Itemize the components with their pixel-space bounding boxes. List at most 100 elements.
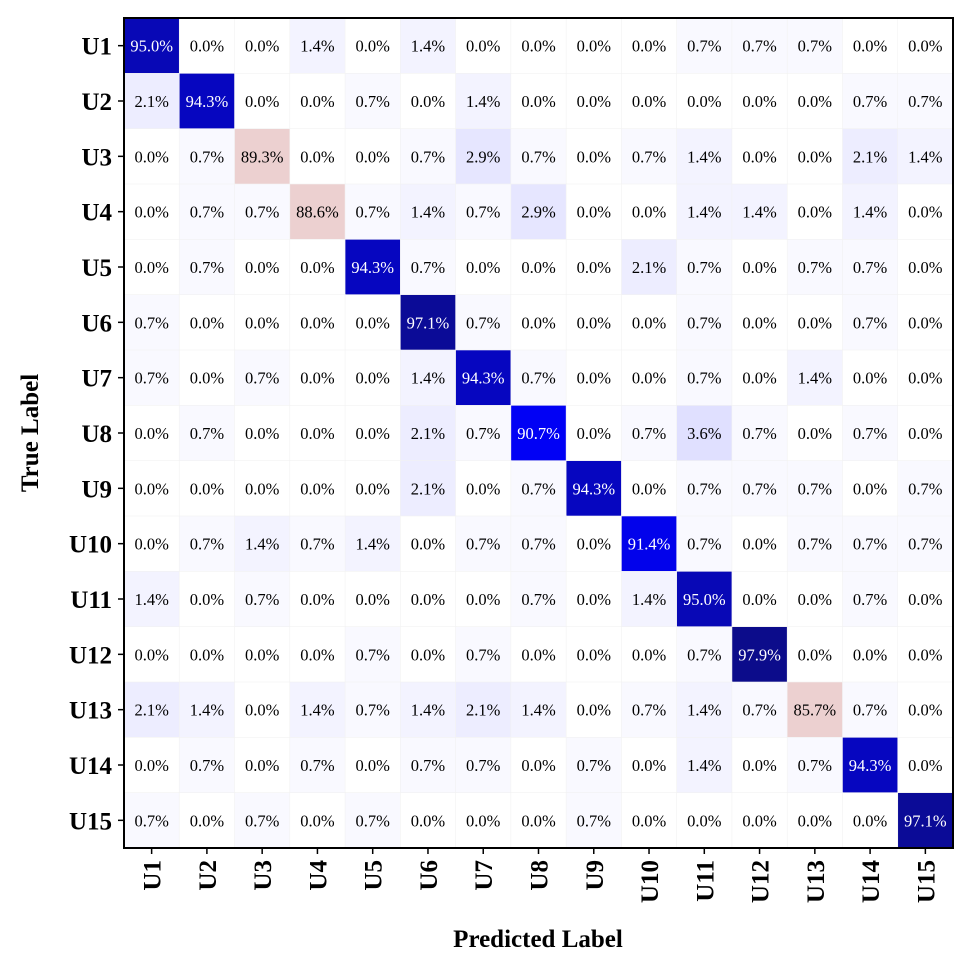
cell-value-label: 0.7%: [632, 424, 667, 443]
heatmap-cell: [676, 792, 733, 849]
cell-value-label: 0.7%: [521, 590, 556, 609]
cell-value-label: 0.0%: [190, 811, 225, 830]
x-tick-label: U10: [637, 860, 664, 903]
heatmap-cell: [510, 239, 567, 296]
cell-value-label: 0.7%: [521, 479, 556, 498]
cell-value-label: 0.7%: [798, 258, 833, 277]
heatmap-cell: [842, 73, 899, 130]
cell-value-label: 0.7%: [687, 479, 722, 498]
heatmap-cell: [178, 681, 236, 739]
cell-value-label: 94.3%: [849, 756, 892, 775]
y-tick-label: U2: [81, 89, 112, 116]
cell-value-label: 0.0%: [742, 147, 777, 166]
cell-value-label: 0.7%: [632, 701, 667, 720]
cell-value-label: 0.0%: [798, 590, 833, 609]
y-tick-label: U9: [81, 476, 112, 503]
heatmap-cell: [731, 792, 789, 849]
heatmap-cell: [565, 183, 623, 241]
cell-value-label: 0.0%: [245, 258, 280, 277]
heatmap-cell: [344, 17, 402, 75]
x-tick-label: U11: [692, 860, 719, 902]
cell-value-label: 0.0%: [300, 590, 335, 609]
cell-value-label: 0.0%: [632, 479, 667, 498]
y-tick-label: U10: [69, 532, 112, 559]
cell-value-label: 0.7%: [356, 645, 391, 664]
cell-value-label: 0.7%: [245, 369, 280, 388]
cell-value-label: 0.0%: [908, 756, 943, 775]
cell-value-label: 0.0%: [356, 479, 391, 498]
cell-value-label: 0.0%: [853, 479, 888, 498]
cell-value-label: 1.4%: [190, 701, 225, 720]
heatmap-cell: [897, 460, 954, 517]
cell-value-label: 0.7%: [300, 756, 335, 775]
heatmap-cell: [621, 17, 678, 75]
cell-value-label: 0.0%: [466, 37, 501, 56]
cell-value-label: 0.7%: [853, 92, 888, 111]
heatmap-cell: [786, 128, 844, 185]
heatmap-cell: [565, 737, 623, 794]
heatmap-cell: [897, 239, 954, 296]
x-tick-label: U9: [582, 860, 609, 891]
cell-value-label: 2.9%: [521, 203, 556, 222]
heatmap-cell: [621, 571, 678, 628]
cell-value-label: 0.0%: [245, 313, 280, 332]
cell-value-label: 0.7%: [245, 590, 280, 609]
cell-value-label: 0.0%: [134, 756, 169, 775]
cell-value-label: 85.7%: [794, 701, 837, 720]
cell-value-label: 88.6%: [296, 203, 339, 222]
cell-value-label: 0.0%: [411, 811, 446, 830]
cell-value-label: 1.4%: [798, 369, 833, 388]
cell-value-label: 0.7%: [908, 535, 943, 554]
heatmap-cell: [510, 681, 567, 739]
heatmap-cell: [897, 17, 954, 75]
heatmap-cell: [897, 128, 954, 185]
heatmap-cell: [178, 737, 236, 794]
cell-value-label: 0.0%: [632, 369, 667, 388]
cell-value-label: 0.7%: [908, 92, 943, 111]
cell-value-label: 0.0%: [300, 92, 335, 111]
cell-value-label: 0.0%: [190, 369, 225, 388]
cell-value-label: 0.0%: [190, 313, 225, 332]
heatmap-cell: [731, 349, 789, 407]
cell-value-label: 1.4%: [356, 535, 391, 554]
cell-value-label: 0.7%: [853, 701, 888, 720]
cell-value-label: 0.0%: [577, 147, 612, 166]
cell-value-label: 1.4%: [853, 203, 888, 222]
heatmap-cell: [234, 626, 291, 683]
heatmap-cell: [178, 792, 236, 849]
cell-value-label: 0.0%: [742, 590, 777, 609]
y-axis-title: True Label: [17, 374, 44, 492]
y-axis-ticks: U1 U2 U3 U4 U5 U6 U7 U8 U9 U10 U11 U12 U13 U14 U15: [69, 34, 124, 835]
heatmap-cell: [621, 460, 678, 517]
heatmap-cell: [234, 460, 291, 517]
cell-value-label: 1.4%: [300, 37, 335, 56]
heatmap-cell: [289, 737, 346, 794]
cell-value-label: 0.0%: [632, 203, 667, 222]
heatmap-cell: [344, 571, 402, 628]
heatmap-cell: [842, 239, 899, 296]
cell-value-label: 0.7%: [853, 424, 888, 443]
heatmap-cell: [621, 405, 678, 462]
cell-value-label: 0.0%: [632, 92, 667, 111]
heatmap-cell: [510, 792, 567, 849]
cell-value-label: 0.0%: [300, 369, 335, 388]
heatmap-cell: [234, 515, 291, 573]
cell-value-label: 0.0%: [742, 756, 777, 775]
cell-value-label: 0.0%: [411, 645, 446, 664]
cell-value-label: 0.0%: [798, 313, 833, 332]
heatmap-cell: [344, 349, 402, 407]
cell-value-label: 0.0%: [521, 645, 556, 664]
heatmap-cell: [344, 183, 402, 241]
x-tick-label: U1: [140, 860, 167, 891]
cell-value-label: 0.0%: [134, 203, 169, 222]
heatmap-cell: [123, 128, 181, 185]
cell-value-label: 0.0%: [577, 92, 612, 111]
heatmap-cell: [178, 571, 236, 628]
heatmap-cell: [510, 17, 567, 75]
y-tick-label: U13: [69, 698, 112, 725]
cell-value-label: 0.7%: [853, 313, 888, 332]
cell-value-label: 0.0%: [742, 92, 777, 111]
cell-value-label: 1.4%: [411, 369, 446, 388]
cell-value-label: 0.0%: [908, 37, 943, 56]
cell-value-label: 0.7%: [356, 701, 391, 720]
